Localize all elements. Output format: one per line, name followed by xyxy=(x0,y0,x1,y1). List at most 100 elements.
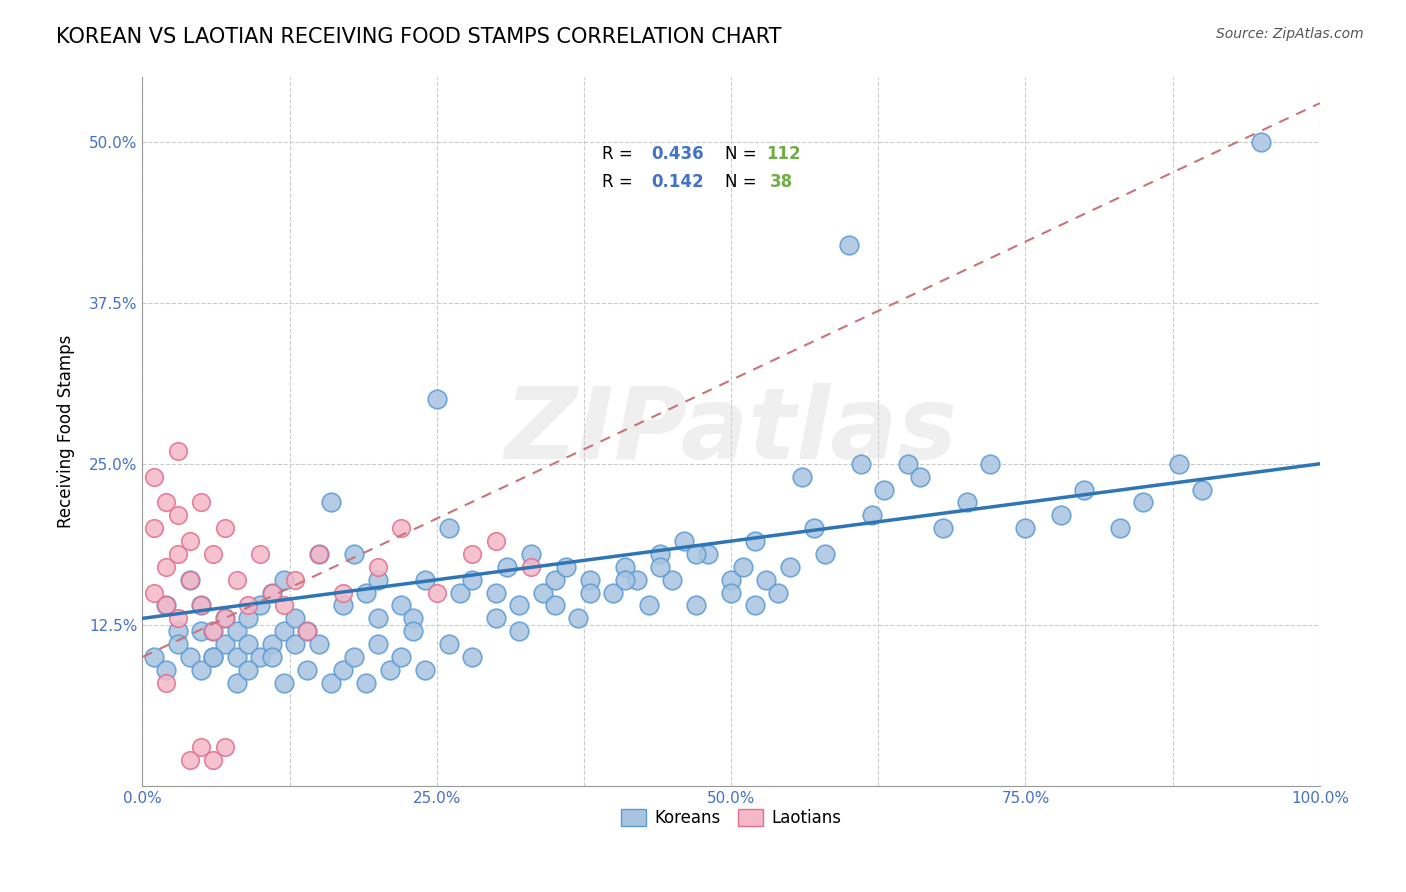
Point xyxy=(249,599,271,613)
Point xyxy=(685,547,707,561)
Point xyxy=(202,547,225,561)
Point xyxy=(908,469,931,483)
Point xyxy=(202,624,225,639)
Point xyxy=(166,508,188,523)
Point xyxy=(260,585,283,599)
Point xyxy=(1132,495,1154,509)
Point xyxy=(297,624,319,639)
Point xyxy=(779,559,801,574)
Point xyxy=(543,599,565,613)
Point xyxy=(555,559,578,574)
Point xyxy=(214,521,236,535)
Point xyxy=(1049,508,1071,523)
Point xyxy=(567,611,589,625)
Point xyxy=(179,753,201,767)
Point xyxy=(202,650,225,665)
Point xyxy=(190,599,212,613)
Point xyxy=(260,585,283,599)
Point xyxy=(979,457,1001,471)
Point xyxy=(766,585,789,599)
Point xyxy=(391,599,413,613)
Point xyxy=(602,585,624,599)
Point xyxy=(932,521,955,535)
Point xyxy=(1191,483,1213,497)
Point xyxy=(449,585,471,599)
Point xyxy=(308,547,330,561)
Point xyxy=(143,469,166,483)
Point xyxy=(391,521,413,535)
Point xyxy=(402,624,425,639)
Legend: Koreans, Laotians: Koreans, Laotians xyxy=(614,803,848,834)
Point xyxy=(297,663,319,677)
Point xyxy=(531,585,554,599)
Point xyxy=(637,599,659,613)
Text: 38: 38 xyxy=(770,173,793,191)
Point xyxy=(202,650,225,665)
Point xyxy=(225,650,247,665)
Point xyxy=(413,663,436,677)
Point xyxy=(1014,521,1036,535)
Point xyxy=(1108,521,1130,535)
Point xyxy=(367,559,389,574)
Point xyxy=(650,547,672,561)
Point xyxy=(225,624,247,639)
Y-axis label: Receiving Food Stamps: Receiving Food Stamps xyxy=(58,334,75,528)
Point xyxy=(260,650,283,665)
Point xyxy=(225,675,247,690)
Point xyxy=(354,585,377,599)
Point xyxy=(238,599,260,613)
Point xyxy=(720,585,742,599)
Point xyxy=(873,483,896,497)
Point xyxy=(1167,457,1189,471)
Point xyxy=(155,495,177,509)
Point xyxy=(1250,135,1272,149)
Point xyxy=(166,637,188,651)
Point xyxy=(319,495,342,509)
Point xyxy=(273,573,295,587)
Text: 0.142: 0.142 xyxy=(651,173,703,191)
Point xyxy=(744,599,766,613)
Point xyxy=(179,573,201,587)
Point xyxy=(238,611,260,625)
Point xyxy=(143,521,166,535)
Point xyxy=(402,611,425,625)
Point xyxy=(391,650,413,665)
Point xyxy=(166,611,188,625)
Point xyxy=(661,573,683,587)
Point xyxy=(343,650,366,665)
Point xyxy=(413,573,436,587)
Point xyxy=(354,675,377,690)
Point xyxy=(755,573,778,587)
Point xyxy=(814,547,837,561)
Point xyxy=(731,559,754,574)
Point xyxy=(155,559,177,574)
Point xyxy=(284,611,307,625)
Point xyxy=(143,585,166,599)
Point xyxy=(284,573,307,587)
Point xyxy=(332,585,354,599)
Point xyxy=(155,599,177,613)
Point xyxy=(485,534,508,549)
Point xyxy=(332,599,354,613)
Point xyxy=(579,573,602,587)
Point xyxy=(426,392,449,407)
Point xyxy=(367,637,389,651)
Point xyxy=(166,624,188,639)
Point xyxy=(308,547,330,561)
Point xyxy=(202,624,225,639)
Point xyxy=(626,573,648,587)
Text: Source: ZipAtlas.com: Source: ZipAtlas.com xyxy=(1216,27,1364,41)
Point xyxy=(308,637,330,651)
Point xyxy=(378,663,401,677)
Point xyxy=(214,611,236,625)
Point xyxy=(803,521,825,535)
Point xyxy=(319,675,342,690)
Point xyxy=(214,611,236,625)
Text: 0.436: 0.436 xyxy=(651,145,703,163)
Text: 112: 112 xyxy=(766,145,801,163)
Point xyxy=(955,495,977,509)
Text: N =: N = xyxy=(725,173,756,191)
Point xyxy=(214,637,236,651)
Point xyxy=(673,534,696,549)
Point xyxy=(508,624,530,639)
